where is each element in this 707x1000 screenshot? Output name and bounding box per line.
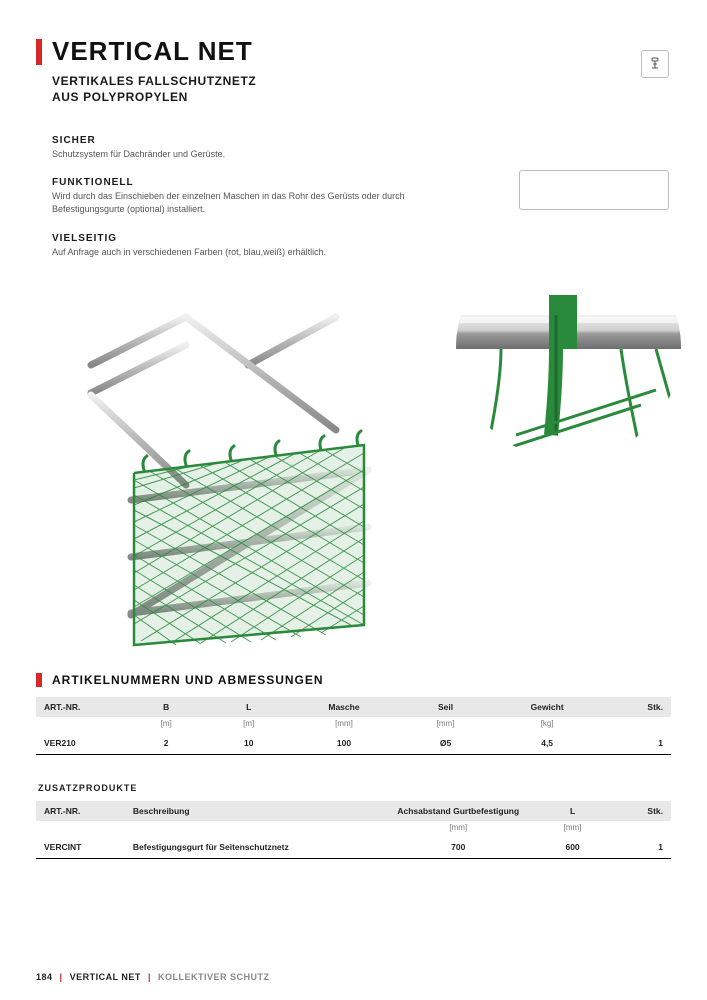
table-cell: 1 [607, 836, 671, 859]
feature-heading: FUNKTIONELL [52, 177, 442, 188]
table-unit [36, 717, 125, 732]
table-header: Stk. [601, 697, 671, 717]
table-unit: [mm] [290, 717, 398, 732]
table-unit: [kg] [493, 717, 601, 732]
feature-item: SICHER Schutzsystem für Dachränder und G… [52, 135, 442, 161]
table-unit: [m] [207, 717, 290, 732]
table-unit [601, 717, 671, 732]
table-cell: VERCINT [36, 836, 125, 859]
table-unit: [mm] [379, 821, 538, 836]
table-unit [125, 821, 379, 836]
feature-text: Schutzsystem für Dachränder und Gerüste. [52, 148, 442, 161]
certification-box [519, 170, 669, 210]
table-unit: [mm] [398, 717, 493, 732]
accessories-table: ART.-NR. Beschreibung Achsabstand Gurtbe… [36, 801, 671, 859]
table-cell: VER210 [36, 732, 125, 755]
footer-separator: | [144, 972, 155, 982]
footer-product-name: VERTICAL NET [70, 972, 141, 982]
table-unit: [mm] [538, 821, 608, 836]
subtitle: VERTIKALES FALLSCHUTZNETZ AUS POLYPROPYL… [52, 73, 671, 105]
table-header: Seil [398, 697, 493, 717]
table-cell: 2 [125, 732, 208, 755]
table-cell: 10 [207, 732, 290, 755]
page-number: 184 [36, 972, 53, 982]
product-illustration-scaffold [36, 275, 391, 655]
page-title: VERTICAL NET [52, 36, 253, 67]
footer-separator: | [56, 972, 67, 982]
table-cell: 1 [601, 732, 671, 755]
section-heading: ARTIKELNUMMERN UND ABMESSUNGEN [52, 673, 324, 687]
feature-heading: SICHER [52, 135, 442, 146]
table-row: VER210 2 10 100 Ø5 4,5 1 [36, 732, 671, 755]
dimensions-table: ART.-NR. B L Masche Seil Gewicht Stk. [m… [36, 697, 671, 755]
table-row: VERCINT Befestigungsgurt für Seitenschut… [36, 836, 671, 859]
feature-item: VIELSEITIG Auf Anfrage auch in verschied… [52, 233, 442, 259]
table-cell: Befestigungsgurt für Seitenschutznetz [125, 836, 379, 859]
feature-text: Auf Anfrage auch in verschiedenen Farben… [52, 246, 442, 259]
subtitle-line-2: AUS POLYPROPYLEN [52, 89, 671, 105]
accent-bar [36, 39, 42, 65]
table-cell: 4,5 [493, 732, 601, 755]
table-cell: 700 [379, 836, 538, 859]
table-header: ART.-NR. [36, 801, 125, 821]
table-cell: 600 [538, 836, 608, 859]
table-unit [36, 821, 125, 836]
table-unit: [m] [125, 717, 208, 732]
table-cell: Ø5 [398, 732, 493, 755]
table-header: L [538, 801, 608, 821]
feature-item: FUNKTIONELL Wird durch das Einschieben d… [52, 177, 442, 216]
table-unit [607, 821, 671, 836]
page-footer: 184 | VERTICAL NET | KOLLEKTIVER SCHUTZ [36, 972, 270, 982]
table-header: Masche [290, 697, 398, 717]
subtitle-line-1: VERTIKALES FALLSCHUTZNETZ [52, 73, 671, 89]
category-icon [641, 50, 669, 78]
table-header: Stk. [607, 801, 671, 821]
table-header: Beschreibung [125, 801, 379, 821]
table-header: ART.-NR. [36, 697, 125, 717]
table-header: B [125, 697, 208, 717]
table-header: Achsabstand Gurtbefestigung [379, 801, 538, 821]
product-detail-circle [456, 235, 681, 460]
feature-text: Wird durch das Einschieben der einzelnen… [52, 190, 442, 216]
accent-bar [36, 673, 42, 687]
subsection-heading: ZUSATZPRODUKTE [38, 783, 671, 793]
table-header: Gewicht [493, 697, 601, 717]
footer-category: KOLLEKTIVER SCHUTZ [158, 972, 270, 982]
table-cell: 100 [290, 732, 398, 755]
table-header: L [207, 697, 290, 717]
feature-heading: VIELSEITIG [52, 233, 442, 244]
